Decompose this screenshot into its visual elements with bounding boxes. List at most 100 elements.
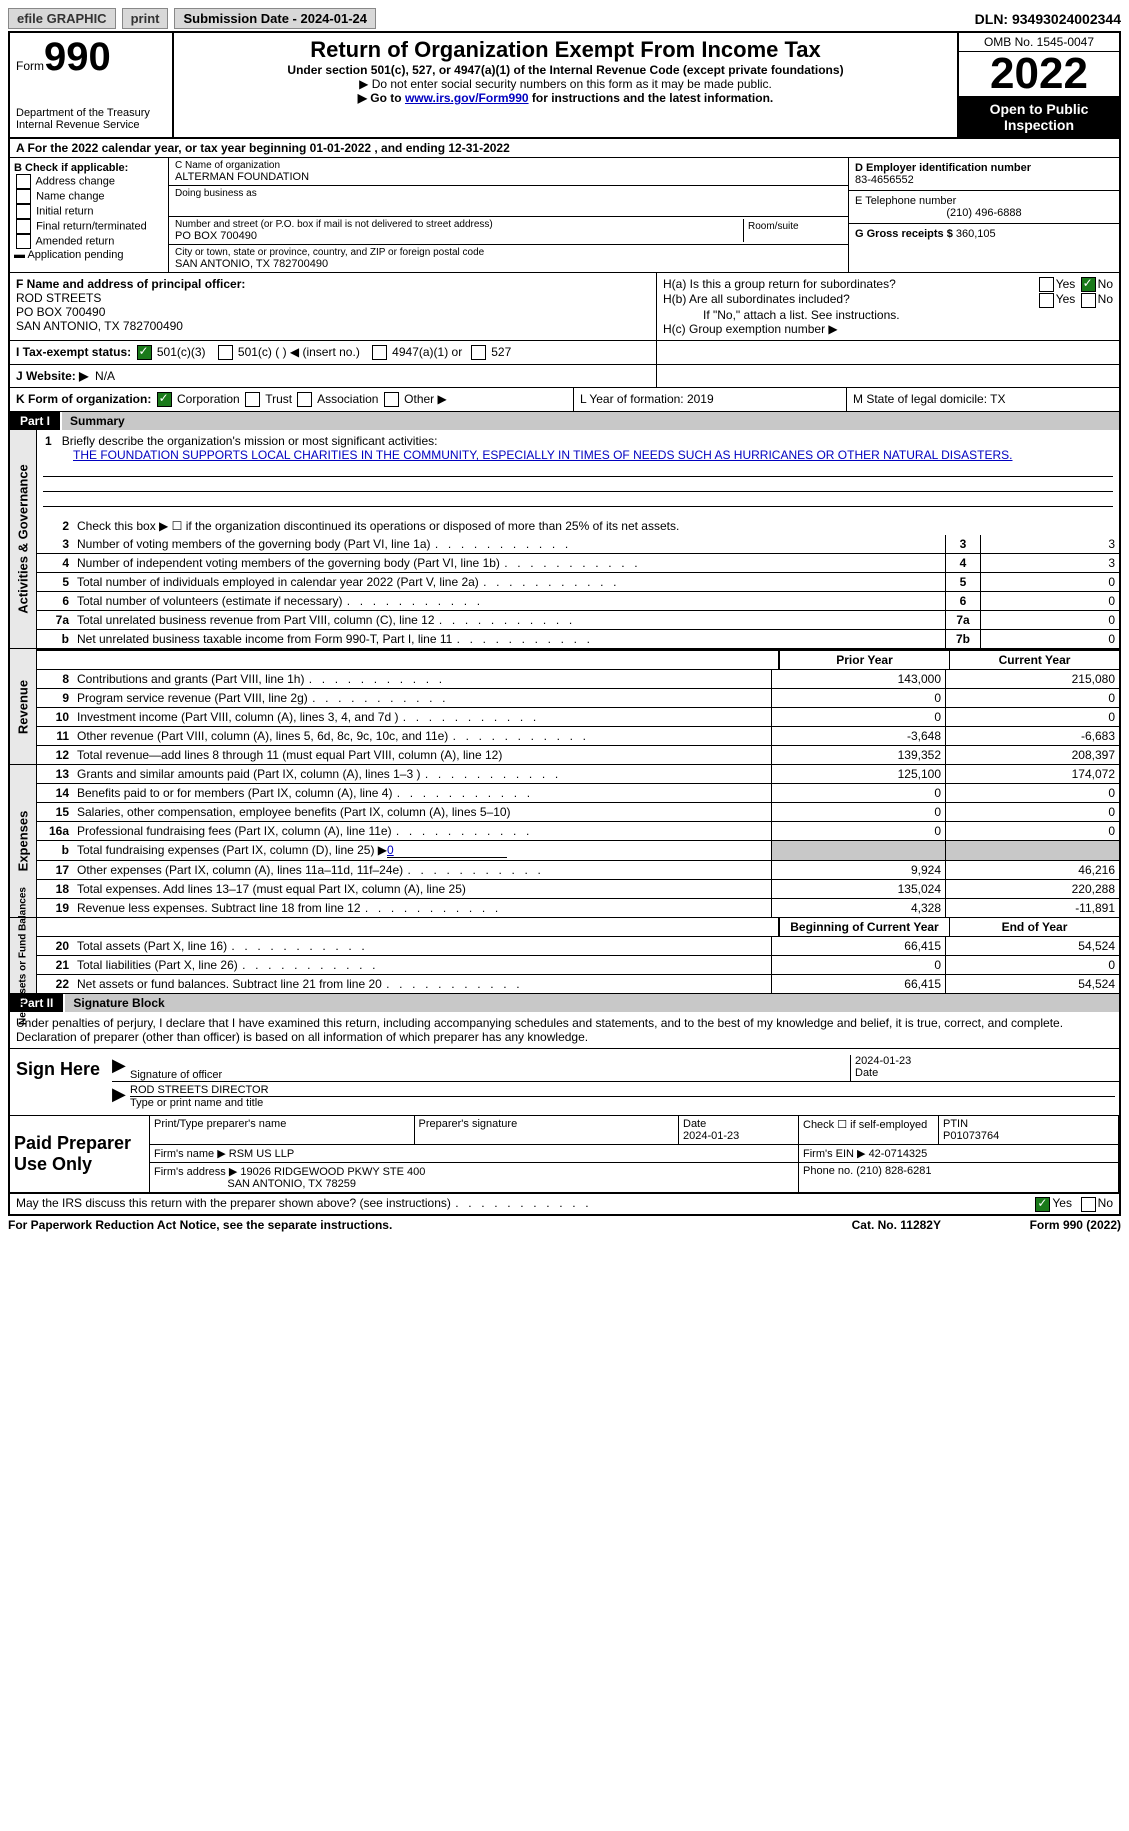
topbar: efile GRAPHIC print Submission Date - 20… — [8, 8, 1121, 29]
sig-date-val: 2024-01-23 — [855, 1055, 1115, 1067]
print-name-lbl: Print/Type preparer's name — [150, 1116, 415, 1145]
line-16a-desc: Professional fundraising fees (Part IX, … — [73, 822, 771, 840]
c-name-lbl: C Name of organization — [175, 160, 842, 171]
firm-addr2: SAN ANTONIO, TX 78259 — [227, 1178, 356, 1190]
rule-line — [43, 462, 1113, 477]
line-16b-prior — [771, 841, 945, 860]
firm-ein-val: 42-0714325 — [869, 1148, 928, 1160]
section-expenses: Expenses 13Grants and similar amounts pa… — [10, 765, 1119, 918]
pra-notice: For Paperwork Reduction Act Notice, see … — [8, 1218, 392, 1232]
line-9-desc: Program service revenue (Part VIII, line… — [73, 689, 771, 707]
hb-no[interactable] — [1081, 293, 1096, 308]
checkbox-name-change[interactable] — [16, 189, 31, 204]
line-8-current: 215,080 — [945, 670, 1119, 688]
row-i: I Tax-exempt status: 501(c)(3) 501(c) ( … — [10, 341, 1119, 365]
line-14-prior: 0 — [771, 784, 945, 802]
line-21-end: 0 — [945, 956, 1119, 974]
ptin-val: P01073764 — [943, 1130, 999, 1142]
f-officer-addr2: SAN ANTONIO, TX 782700490 — [16, 319, 183, 333]
sign-here-label: Sign Here — [10, 1049, 112, 1115]
section-net-assets: Net Assets or Fund Balances Beginning of… — [10, 918, 1119, 994]
q1-n: 1 — [45, 434, 52, 448]
line-6-desc: Total number of volunteers (estimate if … — [73, 592, 945, 610]
line-3-val: 3 — [980, 535, 1119, 553]
f-officer-name: ROD STREETS — [16, 291, 101, 305]
line-8-prior: 143,000 — [771, 670, 945, 688]
line-20-desc: Total assets (Part X, line 16) — [73, 937, 771, 955]
form-note-2: ▶ Go to www.irs.gov/Form990 for instruct… — [178, 91, 953, 105]
checkbox-address-change[interactable] — [16, 174, 31, 189]
line-15-prior: 0 — [771, 803, 945, 821]
checkbox-initial-return[interactable] — [16, 204, 31, 219]
print-button[interactable]: print — [122, 8, 169, 29]
c-name-val: ALTERMAN FOUNDATION — [175, 171, 842, 183]
line-17-current: 46,216 — [945, 861, 1119, 879]
line-6-val: 0 — [980, 592, 1119, 610]
side-label-ag: Activities & Governance — [10, 430, 37, 648]
section-activities-governance: Activities & Governance 1 Briefly descri… — [10, 430, 1119, 649]
org-other[interactable] — [384, 392, 399, 407]
e-tel-val: (210) 496-6888 — [855, 207, 1113, 219]
line-14-current: 0 — [945, 784, 1119, 802]
line-3-desc: Number of voting members of the governin… — [73, 535, 945, 553]
org-trust[interactable] — [245, 392, 260, 407]
check-self-employed[interactable]: Check ☐ if self-employed — [799, 1116, 939, 1145]
line-10-prior: 0 — [771, 708, 945, 726]
line-20-beg: 66,415 — [771, 937, 945, 955]
tax-status-4947[interactable] — [372, 345, 387, 360]
side-label-revenue: Revenue — [10, 649, 37, 764]
line-21-desc: Total liabilities (Part X, line 26) — [73, 956, 771, 974]
discuss-row: May the IRS discuss this return with the… — [10, 1193, 1119, 1213]
discuss-no[interactable] — [1081, 1197, 1096, 1212]
line-14-desc: Benefits paid to or for members (Part IX… — [73, 784, 771, 802]
ha-no[interactable] — [1081, 277, 1096, 292]
line-7b-val: 0 — [980, 630, 1119, 648]
block-bcde: B Check if applicable: Address change Na… — [10, 158, 1119, 273]
line-16b-desc: Total fundraising expenses (Part IX, col… — [73, 841, 771, 860]
org-corporation[interactable] — [157, 392, 172, 407]
firm-name-val: RSM US LLP — [229, 1148, 294, 1160]
hb-yes[interactable] — [1039, 293, 1054, 308]
m-state: M State of legal domicile: TX — [846, 388, 1119, 411]
line-22-end: 54,524 — [945, 975, 1119, 993]
sig-date-lbl: Date — [855, 1067, 1115, 1079]
rule-line — [43, 477, 1113, 492]
efile-button[interactable]: efile GRAPHIC — [8, 8, 116, 29]
d-ein-val: 83-4656552 — [855, 174, 914, 186]
tax-status-527[interactable] — [471, 345, 486, 360]
line-9-current: 0 — [945, 689, 1119, 707]
d-ein-lbl: D Employer identification number — [855, 162, 1031, 174]
discuss-yes[interactable] — [1035, 1197, 1050, 1212]
checkbox-final-return[interactable] — [16, 219, 31, 234]
col-de: D Employer identification number 83-4656… — [848, 158, 1119, 272]
line-17-prior: 9,924 — [771, 861, 945, 879]
line-18-prior: 135,024 — [771, 880, 945, 898]
line-20-end: 54,524 — [945, 937, 1119, 955]
section-revenue: Revenue Prior Year Current Year 8Contrib… — [10, 649, 1119, 765]
addr-val: PO BOX 700490 — [175, 230, 743, 242]
line-7b-desc: Net unrelated business taxable income fr… — [73, 630, 945, 648]
tax-status-501c3[interactable] — [137, 345, 152, 360]
cat-number: Cat. No. 11282Y — [852, 1218, 941, 1232]
room-suite-lbl: Room/suite — [743, 219, 842, 242]
line-7a-val: 0 — [980, 611, 1119, 629]
line-13-prior: 125,100 — [771, 765, 945, 783]
line-12-prior: 139,352 — [771, 746, 945, 764]
checkbox-amended-return[interactable] — [16, 234, 31, 249]
sig-officer-lbl: Signature of officer — [130, 1069, 846, 1081]
form-subtitle: Under section 501(c), 527, or 4947(a)(1)… — [178, 63, 953, 77]
org-association[interactable] — [297, 392, 312, 407]
line-18-desc: Total expenses. Add lines 13–17 (must eq… — [73, 880, 771, 898]
line-5-val: 0 — [980, 573, 1119, 591]
prep-sig-lbl: Preparer's signature — [415, 1116, 680, 1145]
tax-status-501c[interactable] — [218, 345, 233, 360]
g-gross-lbl: G Gross receipts $ — [855, 228, 953, 240]
irs-link[interactable]: www.irs.gov/Form990 — [405, 91, 529, 105]
net-col-header: Beginning of Current Year End of Year — [37, 918, 1119, 936]
dln-number: DLN: 93493024002344 — [975, 11, 1121, 27]
signature-block: Under penalties of perjury, I declare th… — [10, 1012, 1119, 1213]
hc-lbl: H(c) Group exemption number ▶ — [663, 322, 1113, 336]
website-val: N/A — [95, 369, 115, 383]
ha-yes[interactable] — [1039, 277, 1054, 292]
line-21-beg: 0 — [771, 956, 945, 974]
